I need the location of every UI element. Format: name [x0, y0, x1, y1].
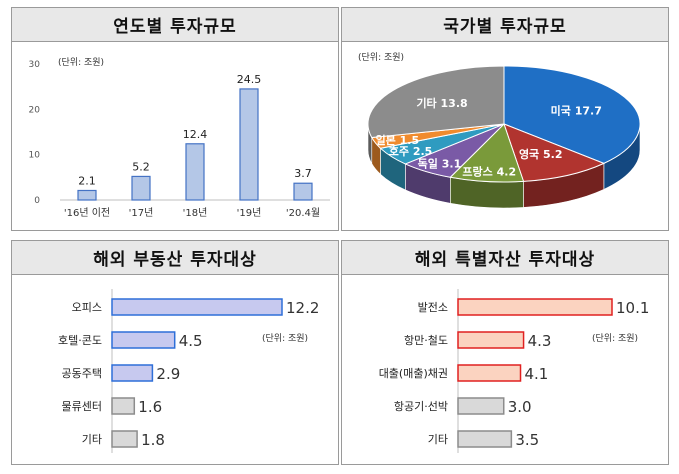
bar: [111, 364, 154, 382]
bar: [457, 331, 525, 349]
country-investment-panel: 국가별 투자규모 (단위: 조원) 미국 17.7 영국 5.2 프랑스 4.2 독일 …: [341, 7, 669, 231]
bar-value-label: 12.4: [183, 128, 208, 141]
bar-value-label: 4.1: [525, 365, 549, 383]
x-tick-label: '20.4월: [286, 207, 320, 219]
pie-slice: [503, 123, 606, 182]
category-label: 기타: [82, 433, 102, 446]
bar: [293, 182, 313, 201]
y-tick-label: 20: [29, 105, 41, 115]
pie-label: 미국 17.7: [551, 104, 602, 118]
pie-label: 영국 5.2: [519, 148, 563, 161]
bar-value-label: 2.9: [156, 365, 180, 383]
unit-label: (단위: 조원): [262, 333, 308, 344]
bar-value-label: 3.0: [508, 398, 532, 416]
bar: [111, 331, 176, 349]
bar: [111, 298, 283, 316]
bar: [457, 364, 522, 382]
special-asset-panel: 해외 특별자산 투자대상 (단위: 조원) 발전소 10.1 항만·철도 4.3 대출(매…: [341, 240, 669, 465]
bar-value-label: 4.3: [528, 332, 552, 350]
special-asset-title: 해외 특별자산 투자대상: [342, 241, 668, 275]
bar-value-label: 4.5: [179, 332, 203, 350]
bar: [111, 430, 138, 448]
bar: [457, 397, 505, 415]
x-tick-label: '16년 이전: [64, 207, 110, 219]
bar-value-label: 12.2: [286, 299, 319, 317]
pie-label: 호주 2.5: [389, 144, 433, 158]
x-tick-label: '19년: [237, 207, 262, 219]
category-label: 항만·철도: [404, 334, 448, 347]
pie-slice: [503, 65, 641, 164]
special-asset-chart: (단위: 조원) 발전소 10.1 항만·철도 4.3 대출(매출)채권 4.1 항공기·선박…: [379, 289, 649, 453]
unit-label: (단위: 조원): [358, 52, 404, 63]
bar: [239, 88, 259, 201]
bar: [457, 430, 513, 448]
annual-investment-chart: (단위: 조원) 0 10 20 30 2.1 '16년 이전 5.2 '17년 12.4 '18년…: [29, 57, 330, 219]
category-label: 기타: [428, 433, 448, 446]
pie-label: 일본 1.5: [376, 133, 420, 147]
bar: [77, 189, 97, 201]
bar-value-label: 5.2: [132, 160, 150, 173]
bar: [457, 298, 613, 316]
y-tick-label: 10: [29, 151, 41, 161]
category-label: 호텔·콘도: [58, 334, 102, 347]
bar: [185, 143, 205, 201]
pie-label: 독일 3.1: [418, 156, 462, 170]
bar: [131, 175, 151, 201]
bar-value-label: 1.6: [138, 398, 162, 416]
y-tick-label: 30: [29, 60, 41, 70]
annual-investment-title: 연도별 투자규모: [12, 8, 338, 42]
real-estate-panel: 해외 부동산 투자대상 (단위: 조원) 오피스 12.2 호텔·콘도 4.5 공동주택 2…: [11, 240, 339, 465]
x-tick-label: '18년: [183, 207, 208, 219]
pie-slice: [367, 65, 505, 139]
category-label: 발전소: [418, 301, 448, 314]
bar-value-label: 10.1: [616, 299, 649, 317]
pie-label: 기타 13.8: [416, 96, 467, 110]
y-tick-label: 0: [34, 196, 40, 206]
bar-value-label: 3.5: [515, 431, 539, 449]
category-label: 항공기·선박: [394, 400, 448, 413]
annual-investment-panel: 연도별 투자규모 (단위: 조원) 0 10 20 30 2.1 '16년 이전 5.2 '17…: [11, 7, 339, 231]
bar-value-label: 24.5: [237, 73, 262, 86]
bar-value-label: 3.7: [294, 167, 312, 180]
x-tick-label: '17년: [129, 207, 154, 219]
pie-label: 프랑스 4.2: [462, 166, 516, 179]
unit-label: (단위: 조원): [592, 333, 638, 344]
category-label: 오피스: [72, 301, 102, 314]
unit-label: (단위: 조원): [58, 57, 104, 68]
category-label: 공동주택: [62, 367, 102, 380]
category-label: 대출(매출)채권: [379, 367, 448, 380]
real-estate-title: 해외 부동산 투자대상: [12, 241, 338, 275]
country-investment-title: 국가별 투자규모: [342, 8, 668, 42]
real-estate-chart: (단위: 조원) 오피스 12.2 호텔·콘도 4.5 공동주택 2.9 물류센터 1.6 기타 1…: [58, 289, 319, 453]
bar: [111, 397, 136, 415]
bar-value-label: 1.8: [141, 431, 165, 449]
category-label: 물류센터: [62, 400, 102, 413]
bar-value-label: 2.1: [78, 174, 96, 187]
